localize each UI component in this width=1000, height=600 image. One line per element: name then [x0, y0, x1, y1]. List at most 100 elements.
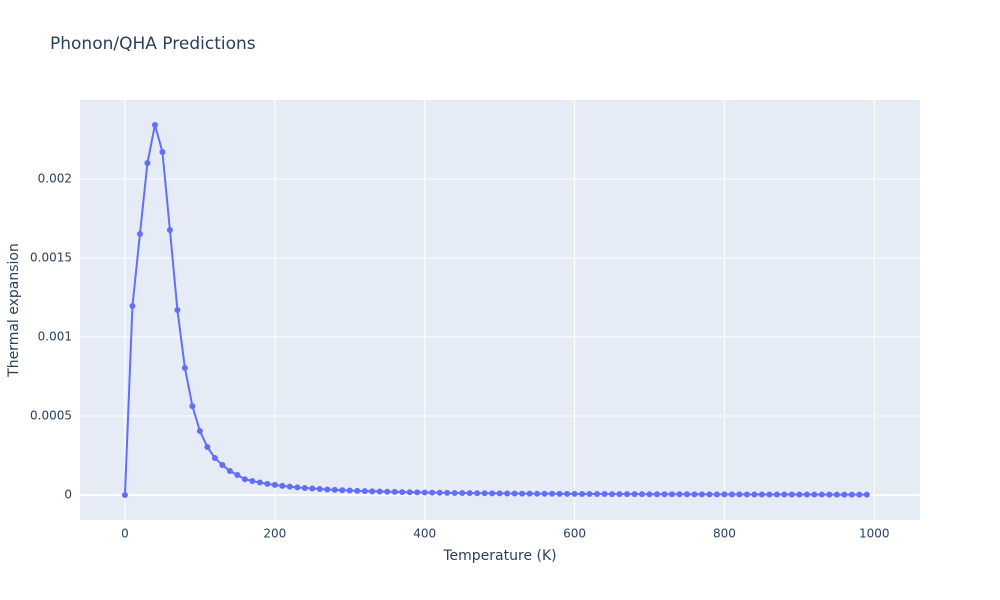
marker: [698, 491, 705, 498]
y-axis-title: Thermal expansion: [6, 243, 22, 378]
marker: [181, 364, 188, 371]
marker: [166, 227, 173, 234]
x-tick-label: 200: [263, 527, 286, 541]
marker: [391, 488, 398, 495]
marker: [316, 486, 323, 493]
marker: [818, 491, 825, 498]
marker: [773, 491, 780, 498]
marker: [451, 489, 458, 496]
marker: [331, 486, 338, 493]
marker: [534, 490, 541, 497]
marker: [466, 490, 473, 497]
marker: [609, 491, 616, 498]
marker: [556, 490, 563, 497]
marker: [174, 307, 181, 313]
marker: [616, 491, 623, 498]
marker: [646, 491, 653, 498]
marker: [549, 490, 556, 497]
marker: [256, 479, 263, 486]
marker: [241, 476, 248, 483]
x-tick-label: 1000: [859, 527, 890, 541]
x-tick-label: 400: [413, 527, 436, 541]
marker: [399, 489, 406, 496]
marker: [706, 491, 713, 498]
marker: [459, 490, 466, 497]
marker: [444, 489, 451, 496]
marker: [354, 487, 361, 494]
marker: [841, 491, 848, 498]
marker: [594, 491, 601, 498]
marker: [624, 491, 631, 498]
marker: [196, 428, 203, 435]
marker: [376, 488, 383, 495]
marker: [121, 492, 128, 499]
y-tick-label: 0: [64, 488, 72, 502]
marker: [496, 490, 503, 497]
marker: [661, 491, 668, 498]
marker: [668, 491, 675, 498]
marker: [856, 491, 863, 498]
marker: [481, 490, 488, 497]
marker: [384, 488, 391, 495]
marker: [653, 491, 660, 498]
marker: [204, 443, 211, 450]
marker: [361, 488, 368, 495]
marker: [691, 491, 698, 498]
marker: [848, 491, 855, 498]
marker: [234, 471, 241, 478]
marker: [571, 490, 578, 497]
marker: [638, 491, 645, 498]
x-axis-title: Temperature (K): [442, 548, 556, 564]
y-tick-label: 0.001: [38, 330, 72, 344]
marker: [833, 491, 840, 498]
marker: [631, 491, 638, 498]
marker: [324, 486, 331, 493]
marker: [294, 484, 301, 491]
y-tick-label: 0.002: [38, 172, 72, 186]
marker: [346, 487, 353, 494]
marker: [728, 491, 735, 498]
x-tick-label: 800: [713, 527, 736, 541]
marker: [286, 483, 293, 490]
marker: [339, 487, 346, 494]
marker: [601, 491, 608, 498]
marker: [803, 491, 810, 498]
marker: [683, 491, 690, 498]
marker: [579, 490, 586, 497]
marker: [796, 491, 803, 498]
marker: [736, 491, 743, 498]
chart-title: Phonon/QHA Predictions: [50, 34, 256, 54]
marker: [309, 485, 316, 492]
marker: [586, 490, 593, 497]
marker: [429, 489, 436, 496]
marker: [721, 491, 728, 498]
marker: [264, 480, 271, 487]
marker: [511, 490, 518, 497]
marker: [144, 160, 151, 167]
marker: [406, 489, 413, 496]
marker: [249, 478, 256, 485]
marker: [301, 485, 308, 492]
plot-area: [80, 100, 920, 520]
marker: [129, 303, 136, 310]
marker: [159, 148, 166, 155]
marker: [474, 490, 481, 497]
marker: [863, 491, 870, 498]
marker: [421, 489, 428, 496]
marker: [541, 490, 548, 497]
line: [123, 124, 867, 496]
marker: [743, 491, 750, 498]
x-tick-label: 0: [121, 527, 129, 541]
marker: [811, 491, 818, 498]
marker: [781, 491, 788, 498]
marker: [226, 468, 233, 475]
marker: [211, 455, 218, 462]
marker: [189, 403, 196, 410]
marker: [526, 490, 533, 497]
marker: [271, 481, 278, 488]
marker: [504, 490, 511, 497]
marker: [676, 491, 683, 498]
marker: [414, 489, 421, 496]
x-tick-label: 600: [563, 527, 586, 541]
